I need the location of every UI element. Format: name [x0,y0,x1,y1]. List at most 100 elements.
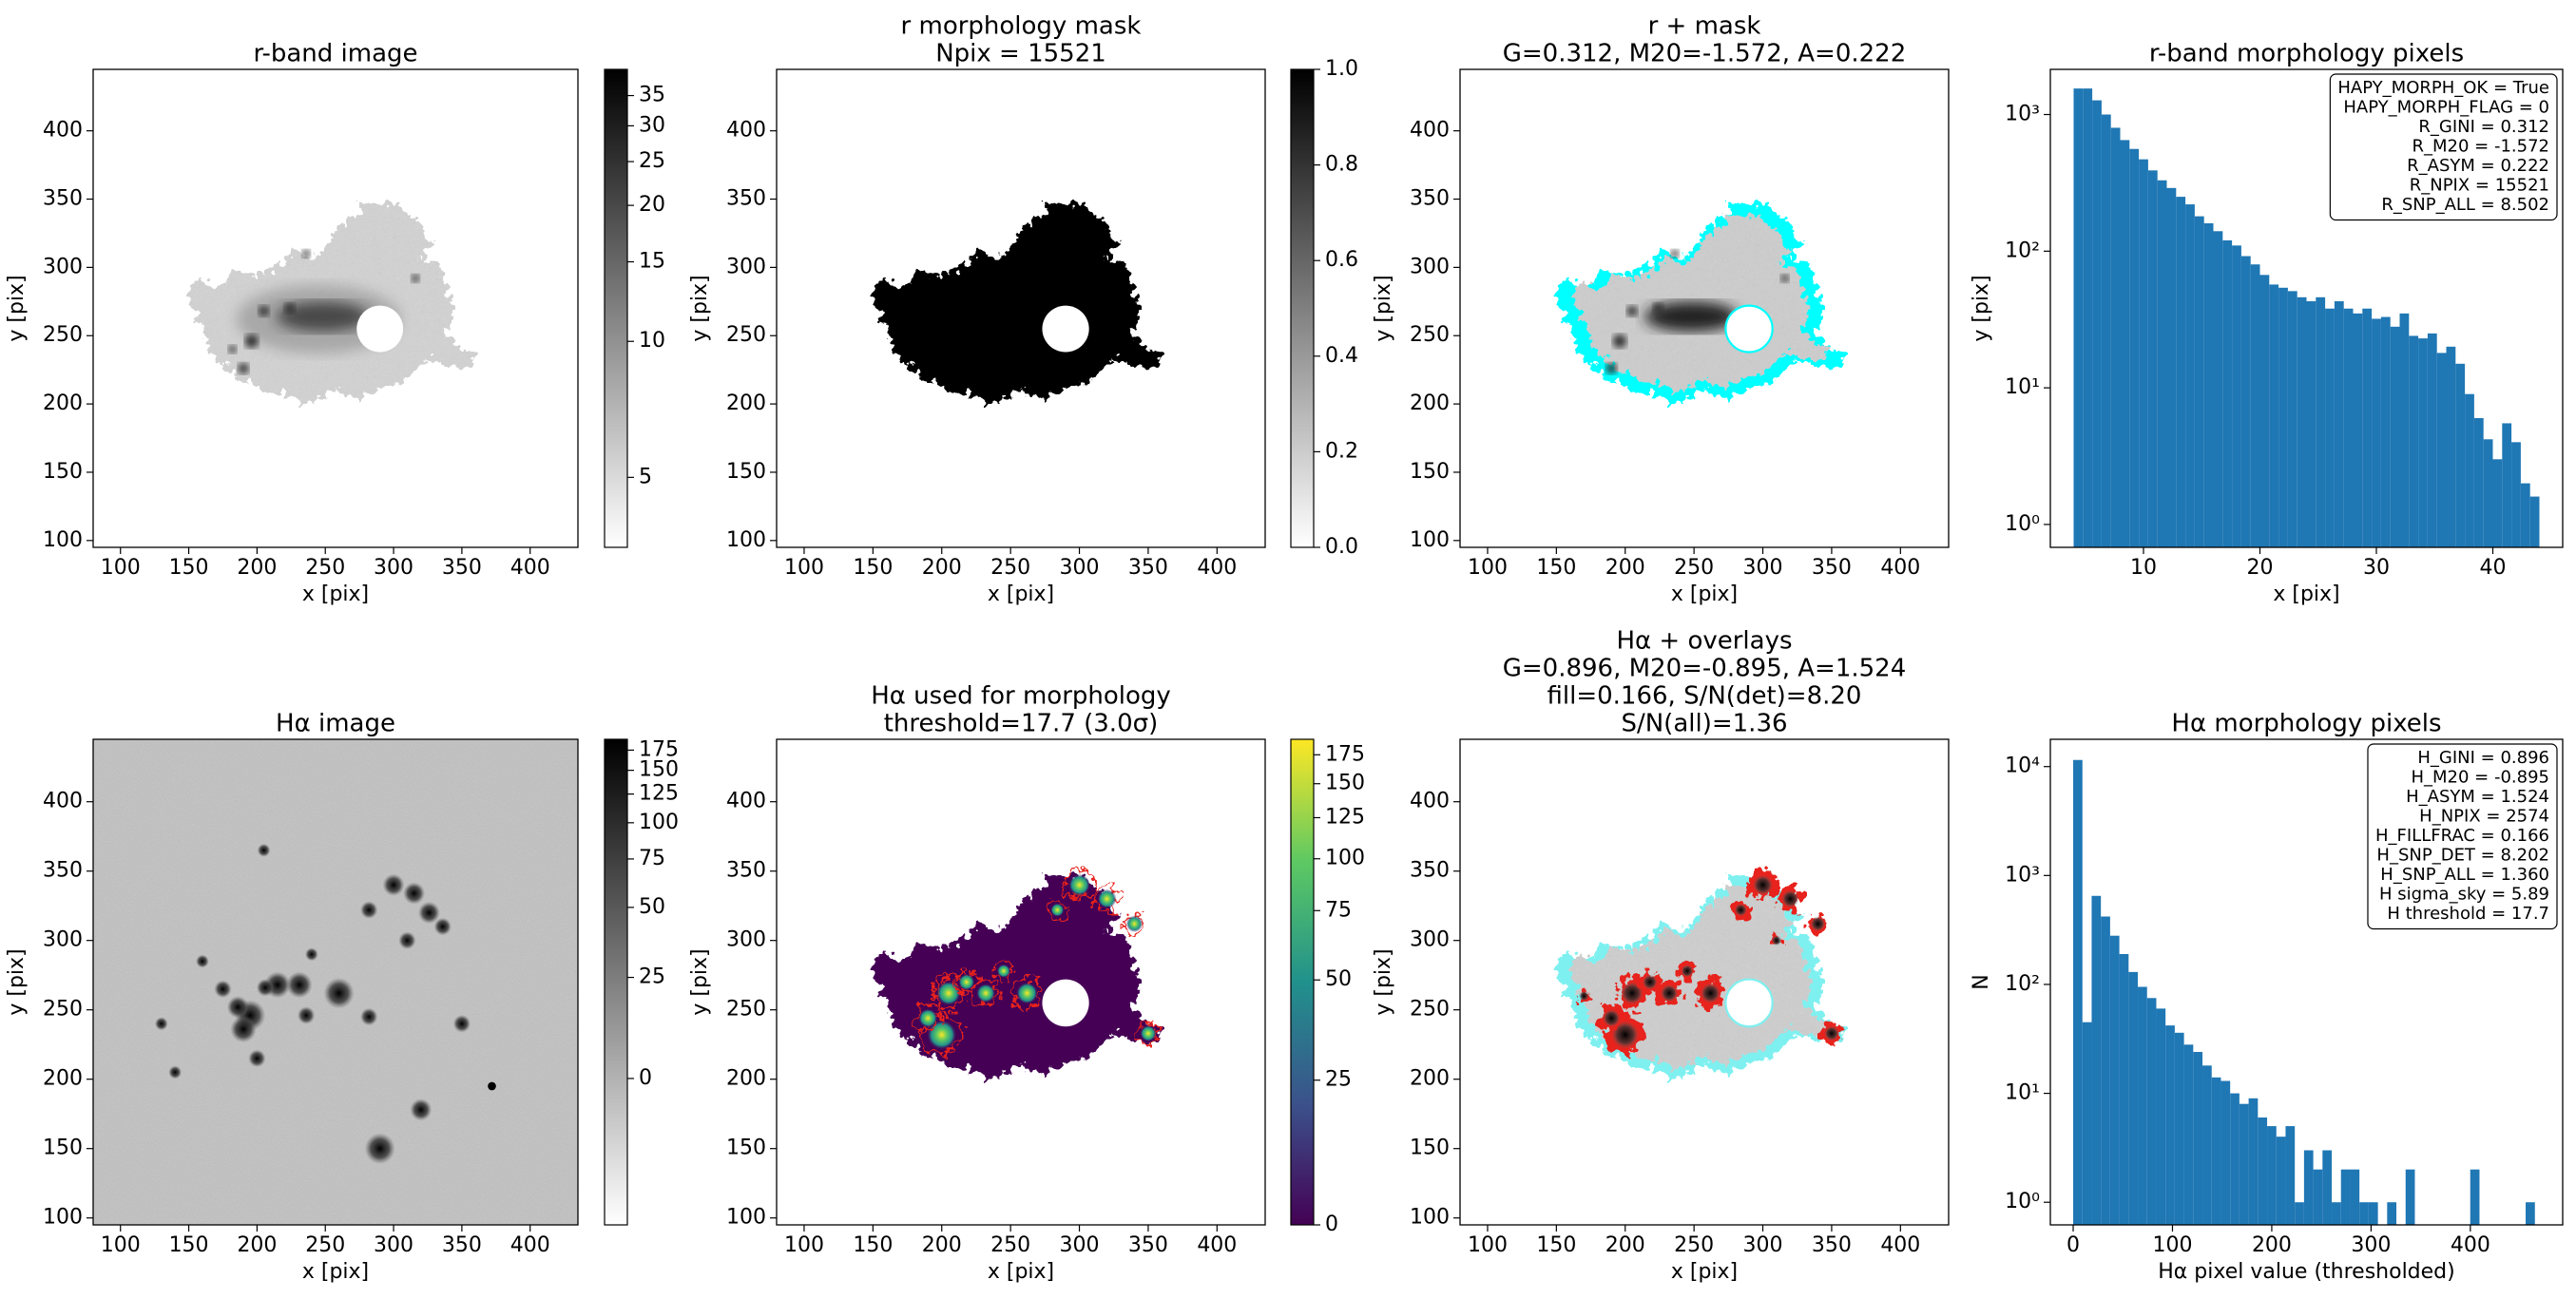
y-tick-label: 10⁰ [2005,1190,2040,1213]
contour [1047,899,1067,921]
bar [2359,1202,2369,1225]
colorbar-tick-label: 50 [1325,967,1352,991]
bar [2502,423,2512,547]
x-tick-label: 100 [1468,1233,1508,1257]
x-tick-label: 400 [1880,1233,1920,1257]
bar [2109,935,2120,1225]
bar [2465,393,2474,547]
bar [2455,363,2466,547]
annotation-line: R_NPIX = 15521 [2410,176,2549,196]
x-tick-label: 150 [853,556,893,580]
y-tick-label: 150 [43,1137,83,1160]
x-tick-label: 350 [1128,1233,1168,1257]
bar [2520,483,2530,547]
bar [2387,1202,2397,1225]
colorbar [604,738,628,1226]
chart-title: G=0.312, M20=-1.572, A=0.222 [1503,40,1907,68]
chart-title: S/N(all)=1.36 [1621,710,1787,738]
annotation-line: H_NPIX = 2574 [2419,807,2549,827]
y-tick-label: 100 [1410,1206,1450,1230]
colorbar-tick-label: 175 [639,737,679,761]
bar [2399,313,2410,547]
chart-title: Hα used for morphology [871,682,1171,711]
axes-frame [92,738,579,1226]
bar [2101,916,2110,1225]
bar [2183,1044,2194,1225]
chart-title: r-band image [253,40,417,68]
annotation-line: H threshold = 17.7 [2387,904,2549,924]
blob [286,971,313,999]
annotation-line: H_SNP_ALL = 1.360 [2380,865,2549,885]
x-tick-label: 200 [2252,1233,2292,1257]
bar [2157,180,2167,547]
blob [958,973,975,991]
bar [2529,496,2540,547]
y-axis-label: N [1970,974,1993,989]
bar [2240,256,2251,547]
x-tick-label: 100 [101,556,141,580]
chart-title: r-band morphology pixels [2149,40,2464,68]
blob [926,1019,957,1051]
annotation-line: R_M20 = -1.572 [2413,137,2550,157]
blob [935,981,962,1006]
colorbar-tick-label: 15 [639,250,665,274]
contour [954,970,979,994]
bar [2082,1022,2092,1225]
bar [2295,1202,2304,1225]
bar [2073,759,2083,1225]
chart-title: Npix = 15521 [935,40,1106,68]
blob [1642,974,1658,990]
bar [2332,1202,2341,1225]
blob [1824,1025,1839,1041]
blob [1681,965,1694,978]
x-tick-label: 150 [853,1233,893,1257]
x-tick-label: 300 [1743,556,1783,580]
blob [452,1014,471,1033]
colorbar-tick-label: 30 [639,113,665,137]
blob [996,964,1011,979]
bar [2259,275,2270,547]
bar [2147,170,2158,548]
knot [411,274,420,283]
blob [403,882,426,905]
annotation-box [2329,73,2558,221]
bar [2436,353,2447,547]
blob [1660,984,1679,1003]
y-tick-label: 100 [43,1206,83,1230]
x-tick-label: 250 [990,556,1030,580]
bar [2526,1202,2535,1225]
x-axis-label: x [pix] [302,583,369,606]
knot [284,302,296,315]
bar [2110,127,2121,547]
bar [2380,316,2391,547]
x-axis-label: x [pix] [2273,583,2339,606]
knot [1605,362,1618,374]
blob [1753,874,1773,895]
annotation-line: H_SNP_DET = 8.202 [2376,846,2549,866]
x-tick-label: 300 [374,1233,413,1257]
x-tick-label: 20 [2247,556,2274,580]
chart-title: Hα + overlays [1616,627,1792,656]
y-axis-label: y [pix] [1372,948,1395,1015]
bar [2092,100,2102,547]
masked-hole [1724,304,1774,353]
galaxy-core [1644,301,1739,332]
bar [2409,335,2419,547]
y-tick-label: 250 [1410,323,1450,347]
contour [1011,977,1043,1009]
x-tick-label: 200 [922,556,962,580]
colorbar-tick-label: 0.2 [1325,439,1358,463]
x-tick-label: 150 [169,1233,209,1257]
axes-frame [1459,738,1950,1226]
y-axis-label: y [pix] [688,948,712,1015]
knot [1670,249,1680,258]
chart-title: fill=0.166, S/N(det)=8.20 [1548,682,1862,711]
bar [2297,296,2307,547]
blob [1140,1024,1157,1042]
bar [2511,442,2521,547]
y-tick-label: 150 [726,460,766,484]
annotation-line: R_ASYM = 0.222 [2407,156,2549,176]
y-axis-label: y [pix] [5,275,29,341]
y-tick-label: 300 [1410,255,1450,278]
y-tick-label: 150 [1410,1137,1450,1160]
